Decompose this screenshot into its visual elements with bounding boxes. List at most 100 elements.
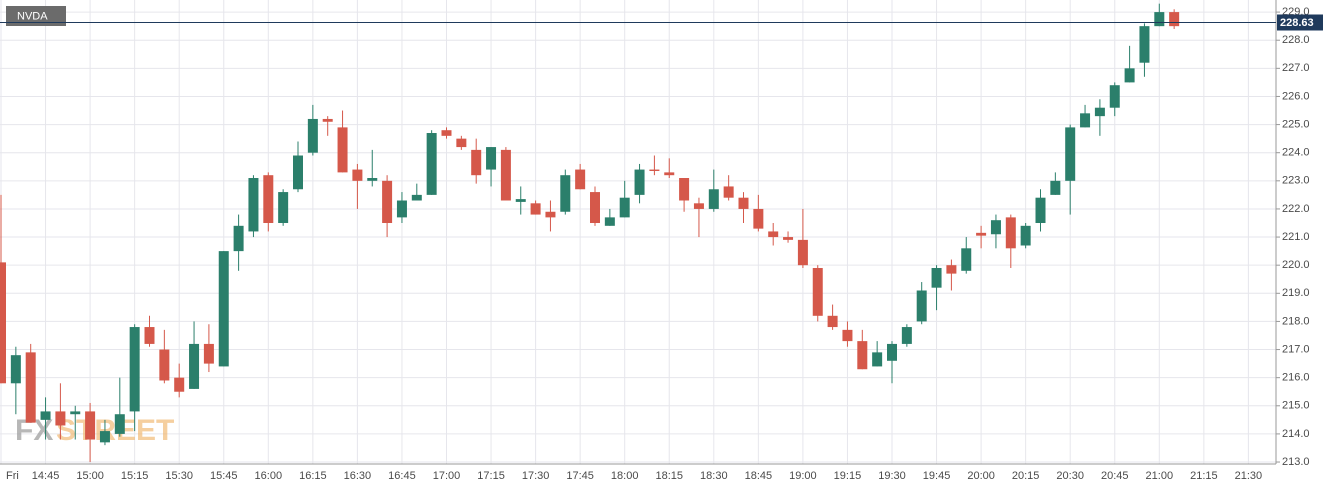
y-tick-label: 224.0 — [1282, 147, 1310, 159]
x-tick-label: 19:00 — [789, 470, 817, 482]
candle-body — [901, 327, 912, 344]
candle-body — [575, 169, 586, 190]
candle-body — [990, 220, 1001, 235]
candle-body — [411, 194, 422, 201]
candle-body — [396, 200, 407, 218]
x-tick-label: 20:30 — [1056, 470, 1084, 482]
candle-body — [931, 267, 942, 288]
x-tick-label: 14:45 — [32, 470, 60, 482]
y-tick-label: 214.0 — [1282, 428, 1310, 440]
candle-body — [1035, 197, 1046, 224]
candle-body — [441, 130, 452, 136]
x-tick-label: 18:30 — [700, 470, 728, 482]
candle-body — [887, 343, 897, 361]
candle-body — [827, 315, 838, 328]
candle-body — [278, 192, 289, 224]
x-tick-label: 17:45 — [566, 470, 594, 482]
candle-body — [1169, 12, 1180, 27]
y-tick-label: 222.0 — [1282, 203, 1310, 215]
candle-body — [634, 169, 645, 195]
x-tick-label: 15:45 — [210, 470, 238, 482]
y-tick-label: 221.0 — [1282, 231, 1310, 243]
candle-body — [976, 232, 987, 236]
x-tick-label: 18:15 — [655, 470, 683, 482]
price-label: 228.63 — [1280, 17, 1314, 29]
candle-body — [649, 169, 660, 171]
candle-body — [530, 203, 541, 215]
candle-body — [0, 262, 6, 384]
candle-body — [248, 178, 259, 232]
candle-body — [40, 411, 51, 420]
candle-body — [797, 239, 808, 266]
candle-body — [55, 411, 66, 426]
candle-body — [352, 169, 363, 181]
candle-body — [337, 127, 348, 173]
x-tick-label: 16:30 — [344, 470, 372, 482]
candle-body — [946, 265, 957, 274]
candle-body — [738, 197, 749, 209]
y-tick-label: 227.0 — [1282, 62, 1310, 74]
candle-body — [85, 411, 96, 440]
candle-body — [872, 352, 883, 367]
y-tick-label: 215.0 — [1282, 400, 1310, 412]
y-tick-label: 216.0 — [1282, 372, 1310, 384]
candle-body — [1109, 85, 1120, 108]
candle-body — [382, 180, 393, 224]
y-tick-label: 226.0 — [1282, 90, 1310, 102]
candle-body — [783, 237, 794, 240]
candle-body — [590, 192, 600, 224]
candle-body — [203, 343, 214, 364]
candle-body — [1154, 12, 1165, 27]
candle-body — [189, 343, 200, 389]
candle-body — [500, 149, 511, 201]
candle-body — [25, 352, 36, 423]
candles — [0, 3, 1180, 463]
candle-body — [723, 186, 734, 198]
candle-body — [129, 327, 140, 412]
x-tick-label: 20:45 — [1101, 470, 1129, 482]
candle-body — [842, 329, 853, 342]
x-tick-label: 18:45 — [745, 470, 773, 482]
candle-body — [293, 155, 303, 190]
candle-body — [1094, 107, 1105, 117]
candle-body — [679, 178, 690, 201]
candle-body — [961, 248, 972, 271]
candle-body — [1065, 127, 1076, 181]
y-tick-label: 220.0 — [1282, 259, 1310, 271]
candle-body — [99, 431, 110, 443]
x-tick-label: 21:00 — [1146, 470, 1174, 482]
x-tick-label: Fri — [6, 470, 19, 482]
x-tick-label: 16:15 — [299, 470, 327, 482]
x-tick-label: 19:45 — [923, 470, 951, 482]
x-tick-label: 17:00 — [433, 470, 461, 482]
candle-body — [812, 267, 823, 316]
candle-body — [708, 189, 719, 209]
x-tick-label: 15:15 — [121, 470, 149, 482]
candle-body — [456, 138, 467, 148]
y-tick-label: 225.0 — [1282, 118, 1310, 130]
x-tick-label: 17:30 — [522, 470, 550, 482]
y-tick-label: 218.0 — [1282, 315, 1310, 327]
candle-body — [768, 231, 779, 238]
candle-body — [471, 149, 482, 176]
candle-body — [1005, 217, 1016, 249]
candle-body — [515, 199, 526, 202]
candle-body — [604, 217, 615, 226]
price-label-box — [1277, 14, 1323, 31]
candle-body — [322, 118, 333, 122]
y-tick-label: 228.0 — [1282, 34, 1310, 46]
candle-body — [486, 147, 497, 170]
candle-body — [560, 175, 571, 212]
x-tick-label: 20:00 — [967, 470, 995, 482]
candle-body — [1020, 225, 1031, 246]
candle-body — [114, 414, 125, 434]
candle-body — [916, 290, 927, 322]
x-tick-label: 21:15 — [1190, 470, 1218, 482]
y-tick-label: 219.0 — [1282, 287, 1310, 299]
x-tick-label: 17:15 — [477, 470, 505, 482]
x-tick-label: 16:00 — [255, 470, 283, 482]
candle-body — [753, 208, 764, 229]
x-tick-label: 15:00 — [76, 470, 104, 482]
